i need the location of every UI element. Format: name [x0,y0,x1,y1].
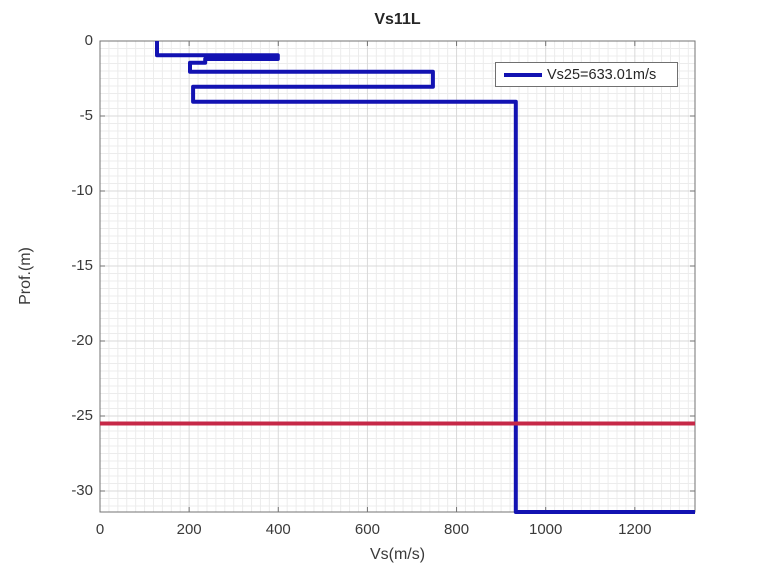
x-tick-label: 400 [265,521,291,538]
y-tick-label: -5 [79,107,93,124]
y-tick-label: -15 [71,257,93,274]
x-tick-label: 0 [95,521,105,538]
y-tick-label: -10 [71,182,93,199]
y-tick-label: -20 [71,332,93,349]
axes-box [99,40,696,513]
chart-title: Vs11L [374,11,421,28]
x-tick-label: 1200 [618,521,652,538]
y-axis-label: Prof.(m) [17,247,34,305]
x-tick-label: 1000 [529,521,563,538]
y-tick-label: -25 [71,407,93,424]
x-axis-label: Vs(m/s) [369,546,426,563]
x-tick-label: 800 [444,521,470,538]
legend-box: Vs25=633.01m/s [495,62,678,87]
legend-line-sample-icon [504,72,542,77]
vs-depth-profile [155,41,695,514]
x-tick-label: 200 [176,521,202,538]
legend-entry-label: Vs25=633.01m/s [547,66,657,83]
y-tick-label: 0 [84,32,93,49]
x-tick-label: 600 [354,521,380,538]
y-tick-label: -30 [71,482,93,499]
